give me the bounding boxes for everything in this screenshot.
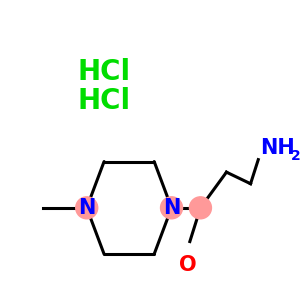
Text: N: N — [78, 198, 95, 218]
Text: N: N — [163, 198, 180, 218]
Text: NH: NH — [260, 138, 295, 158]
Text: 2: 2 — [291, 148, 300, 163]
Circle shape — [160, 197, 182, 219]
Circle shape — [190, 197, 211, 219]
Text: HCl: HCl — [77, 87, 130, 115]
Text: O: O — [179, 255, 197, 275]
Text: HCl: HCl — [77, 58, 130, 86]
Circle shape — [76, 197, 98, 219]
